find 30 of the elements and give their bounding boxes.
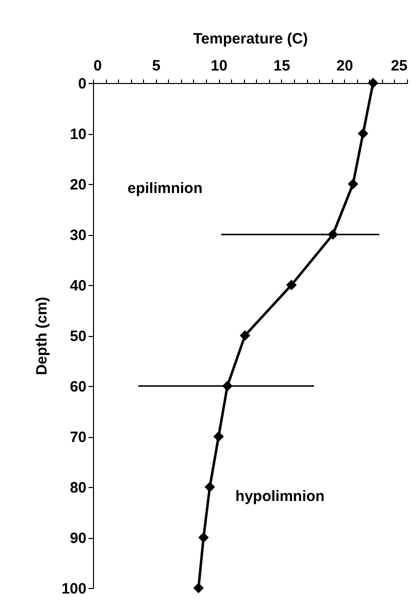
point xyxy=(286,280,297,290)
point xyxy=(213,431,224,442)
y-tick-label: 80 xyxy=(70,480,86,496)
y-tick-label: 10 xyxy=(70,126,86,143)
y-tick-label: 60 xyxy=(70,378,86,396)
annotation: hypolimnion xyxy=(235,488,325,505)
point xyxy=(240,330,250,341)
y-tick-label: 0 xyxy=(78,76,86,92)
y-tick-label: 70 xyxy=(70,429,86,446)
point xyxy=(368,78,378,88)
x-tick-label: 15 xyxy=(274,58,290,74)
point xyxy=(198,532,209,543)
y-axis-title: Depth (cm) xyxy=(33,296,50,376)
point xyxy=(193,582,204,594)
y-tick-label: 20 xyxy=(70,176,86,194)
x-tick-label: 0 xyxy=(94,58,102,74)
x-tick-label: 20 xyxy=(336,58,354,74)
x-tick-label: 25 xyxy=(390,58,408,74)
point xyxy=(358,128,368,139)
x-tick-label: 10 xyxy=(210,58,228,74)
x-axis-title: Temperature (C) xyxy=(193,30,308,48)
annotation: epilimnion xyxy=(128,180,202,197)
point xyxy=(348,178,358,190)
y-tick-label: 50 xyxy=(70,328,86,345)
y-tick-label: 30 xyxy=(70,227,86,244)
y-tick-label: 90 xyxy=(70,530,86,547)
x-tick-label: 5 xyxy=(152,58,160,74)
y-tick-label: 40 xyxy=(70,278,86,294)
y-tick-label: 100 xyxy=(61,580,86,598)
point xyxy=(204,482,216,492)
